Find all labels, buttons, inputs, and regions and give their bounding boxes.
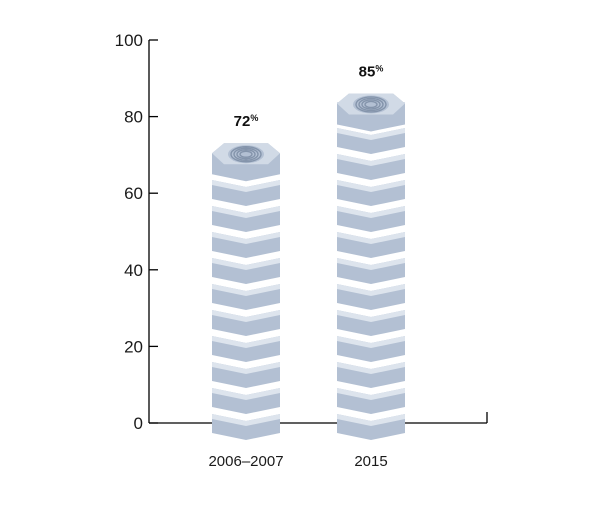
y-tick-label: 60 xyxy=(124,184,143,203)
nut-groove xyxy=(337,154,405,166)
nut-thread xyxy=(361,99,381,110)
nut-segment xyxy=(212,310,280,336)
value-label: 85% xyxy=(359,63,384,80)
nut-segment xyxy=(337,362,405,388)
nut-groove xyxy=(337,232,405,244)
value-label-number: 85 xyxy=(359,63,376,80)
x-tick-label: 2006–2007 xyxy=(208,453,283,470)
nut-segment xyxy=(337,206,405,232)
nut-groove xyxy=(337,414,405,426)
nut-segment xyxy=(337,414,405,440)
bar-1 xyxy=(337,93,405,440)
nut-groove xyxy=(212,206,280,218)
nut-segment xyxy=(337,310,405,336)
nut-segment xyxy=(337,154,405,180)
nut-thread xyxy=(230,146,262,163)
nut-groove xyxy=(212,336,280,348)
nut-groove xyxy=(337,206,405,218)
nut-groove xyxy=(212,284,280,296)
nut-groove xyxy=(212,232,280,244)
nut-segment xyxy=(212,388,280,414)
nut-groove xyxy=(212,180,280,192)
nut-segment xyxy=(337,336,405,362)
y-axis-ticks: 0 20 40 60 80 100 xyxy=(115,31,158,433)
nut-groove xyxy=(337,310,405,322)
nut-segment xyxy=(337,258,405,284)
value-labels: 72%85% xyxy=(234,63,384,130)
nut-segment xyxy=(337,232,405,258)
x-tick-label: 2015 xyxy=(354,453,387,470)
nut-groove xyxy=(212,414,280,426)
nut-groove xyxy=(337,336,405,348)
nut-segment xyxy=(337,128,405,154)
nut-segment xyxy=(212,362,280,388)
nut-groove xyxy=(212,258,280,270)
value-label-unit: % xyxy=(250,113,258,123)
value-label-number: 72 xyxy=(234,113,251,130)
nut-segment xyxy=(337,180,405,206)
nut-groove xyxy=(337,180,405,192)
y-tick-label: 80 xyxy=(124,108,143,127)
y-tick-label: 40 xyxy=(124,261,143,280)
nut-segment xyxy=(212,284,280,310)
nut-segment xyxy=(212,206,280,232)
nut-thread xyxy=(236,149,256,160)
nut-groove xyxy=(212,362,280,374)
nut-segment xyxy=(212,414,280,440)
value-label-unit: % xyxy=(375,63,383,73)
x-axis-labels: 2006–2007 2015 xyxy=(208,453,387,470)
y-tick-label: 20 xyxy=(124,337,143,356)
y-tick-label: 0 xyxy=(134,414,143,433)
nut-groove xyxy=(337,362,405,374)
value-label: 72% xyxy=(234,113,259,130)
nut-groove xyxy=(212,388,280,400)
y-tick-label: 100 xyxy=(115,31,143,50)
nut-thread xyxy=(239,150,253,158)
nut-thread xyxy=(364,100,378,109)
nut-groove xyxy=(212,310,280,322)
nut-thread xyxy=(233,147,259,161)
nut-groove xyxy=(337,388,405,400)
nut-segment xyxy=(212,258,280,284)
nut-segment xyxy=(337,388,405,414)
nut-segment xyxy=(212,180,280,206)
nut-thread xyxy=(355,96,387,113)
nut-groove xyxy=(337,258,405,270)
nut-groove xyxy=(337,128,405,140)
nut-thread xyxy=(358,97,384,112)
nut-segment xyxy=(212,232,280,258)
nut-segment xyxy=(212,336,280,362)
nut-groove xyxy=(337,284,405,296)
bar-0 xyxy=(212,143,280,440)
nut-segment xyxy=(337,284,405,310)
bar-stacks xyxy=(212,93,405,440)
